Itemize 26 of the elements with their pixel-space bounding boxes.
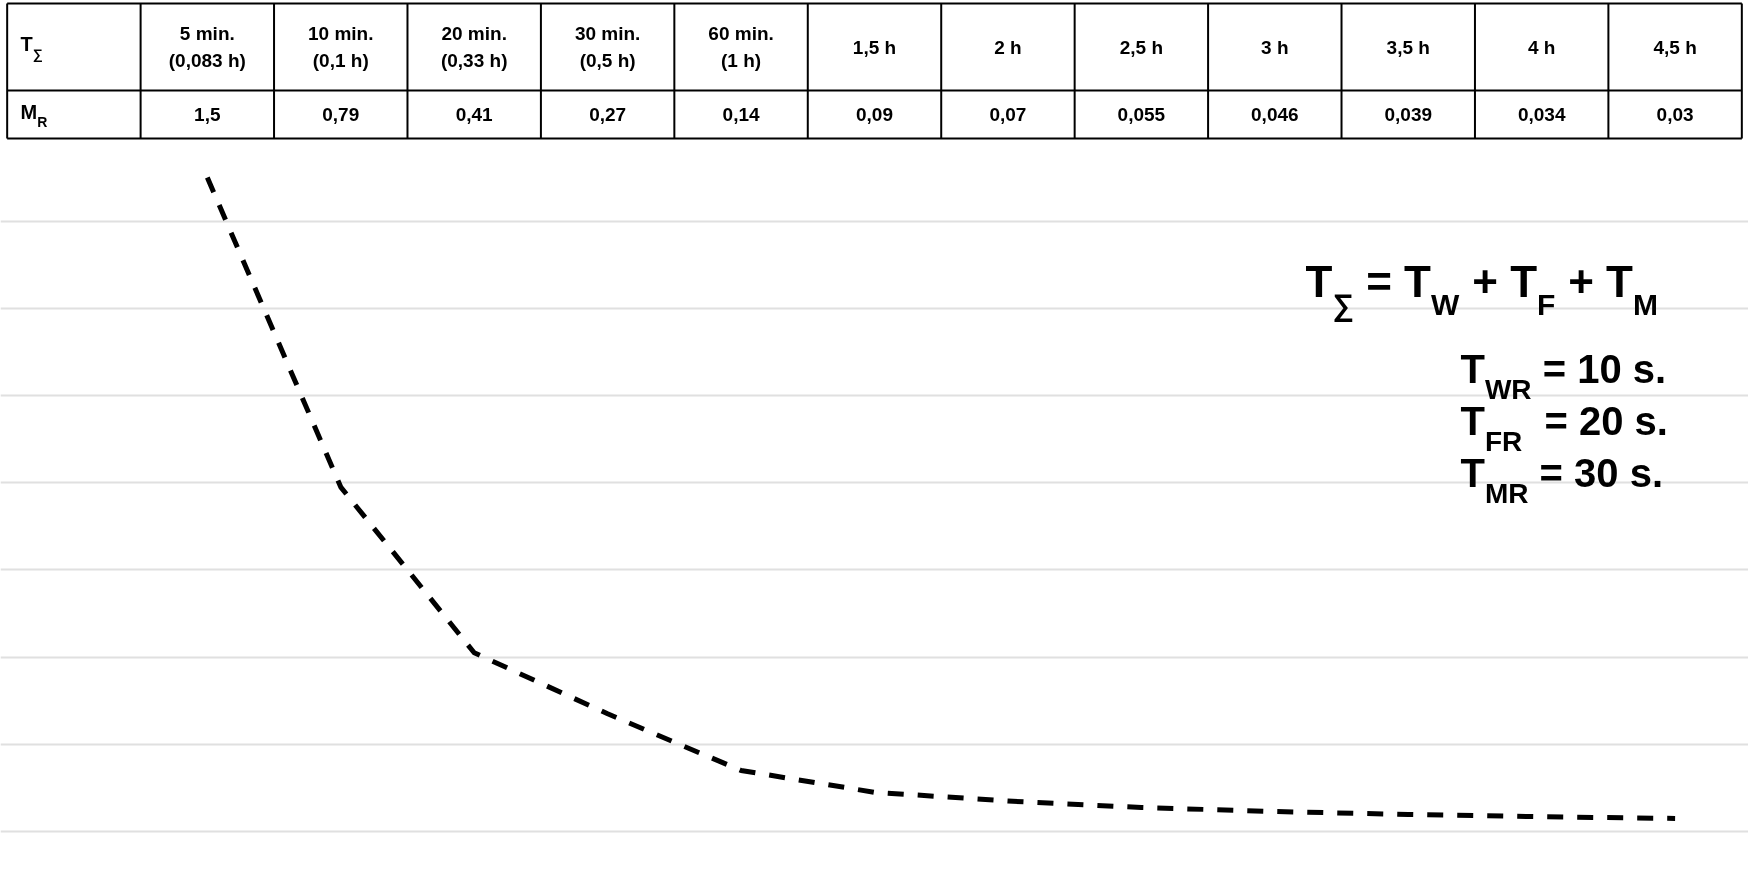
x-tick-label: 10 min. (0,1 h) — [308, 22, 374, 72]
x-tick-label: 20 min. (0,33 h) — [440, 22, 508, 72]
data-label: 0,09 — [856, 104, 893, 125]
x-tick-label: 1,5 h — [852, 36, 897, 58]
data-label: 0,03 — [1656, 104, 1694, 125]
data-label: 0,034 — [1517, 104, 1566, 125]
x-tick-label: 2,5 h — [1119, 36, 1164, 58]
x-tick-label: 60 min. (1 h) — [708, 22, 774, 72]
data-label: 0,046 — [1251, 104, 1299, 125]
text: T∑ — [20, 33, 43, 62]
x-tick-label: 4,5 h — [1653, 36, 1697, 58]
data-label: 0,07 — [989, 104, 1027, 125]
data-label: 0,039 — [1384, 104, 1433, 125]
data-label: 0,27 — [589, 104, 627, 125]
data-label: 0,055 — [1117, 104, 1166, 125]
data-label: 1,5 — [194, 104, 221, 125]
x-tick-label: 30 min. (0,5 h) — [574, 22, 641, 72]
x-tick-label: 5 min. (0,083 h) — [168, 22, 246, 72]
x-tick-label: 4 h — [1527, 36, 1556, 58]
data-label: 0,79 — [322, 104, 360, 125]
data-label: 0,41 — [455, 104, 494, 125]
x-tick-label: 2 h — [994, 36, 1022, 58]
x-tick-label: 3 h — [1261, 36, 1289, 58]
data-label: 0,14 — [722, 104, 760, 125]
x-tick-label: 3,5 h — [1386, 36, 1430, 58]
x-axis-title: T∑ — [1305, 256, 1354, 322]
